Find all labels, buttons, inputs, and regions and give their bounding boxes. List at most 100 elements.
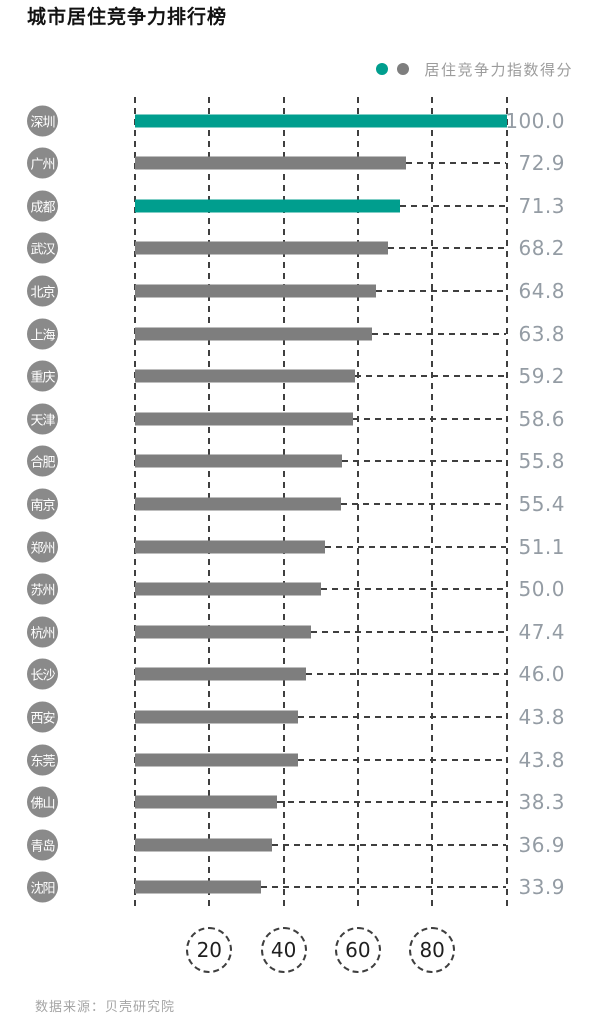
chart-row: 合肥 55.8 bbox=[0, 440, 600, 483]
value-bar bbox=[135, 795, 278, 809]
chart-row: 深圳 100.0 bbox=[0, 99, 600, 142]
city-label: 郑州 bbox=[30, 541, 55, 557]
guide-dash-line bbox=[342, 460, 507, 463]
guide-dash-line bbox=[372, 332, 507, 335]
city-label: 杭州 bbox=[30, 626, 55, 642]
chart-row: 上海 63.8 bbox=[0, 312, 600, 355]
value-label: 68.2 bbox=[518, 236, 565, 261]
value-bar bbox=[135, 667, 306, 681]
value-bar bbox=[135, 497, 341, 511]
axis-tick-label: 80 bbox=[419, 938, 445, 962]
axis-tick-label: 60 bbox=[345, 938, 371, 962]
axis-tick-circle: 40 bbox=[260, 927, 307, 973]
chart-row: 苏州 50.0 bbox=[0, 568, 600, 611]
value-bar bbox=[135, 753, 298, 767]
city-badge: 佛山 bbox=[27, 786, 58, 818]
city-label: 佛山 bbox=[30, 796, 55, 812]
city-label: 天津 bbox=[30, 413, 55, 429]
value-bar bbox=[135, 540, 325, 554]
legend-highlight-dot-icon bbox=[376, 63, 389, 75]
city-label: 苏州 bbox=[30, 583, 55, 599]
value-label: 50.0 bbox=[518, 577, 565, 602]
value-bar bbox=[135, 625, 312, 639]
city-badge: 北京 bbox=[27, 275, 58, 307]
guide-dash-line bbox=[311, 630, 507, 633]
value-label: 43.8 bbox=[518, 747, 565, 772]
city-label: 深圳 bbox=[30, 115, 55, 131]
city-label: 北京 bbox=[30, 285, 55, 301]
guide-dash-line bbox=[352, 417, 507, 420]
chart-row: 武汉 68.2 bbox=[0, 227, 600, 270]
value-bar bbox=[135, 880, 261, 894]
city-label: 广州 bbox=[30, 157, 55, 173]
value-bar bbox=[135, 454, 343, 468]
guide-dash-line bbox=[277, 801, 507, 804]
guide-dash-line bbox=[399, 204, 507, 207]
value-bar bbox=[135, 284, 376, 298]
axis-tick-circle: 20 bbox=[186, 927, 233, 973]
value-label: 33.9 bbox=[518, 875, 565, 900]
city-label: 重庆 bbox=[30, 370, 55, 386]
gridline-dashed bbox=[505, 97, 508, 910]
city-label: 沈阳 bbox=[30, 881, 55, 897]
guide-dash-line bbox=[354, 375, 507, 378]
guide-dash-line bbox=[388, 247, 507, 250]
axis-tick-label: 40 bbox=[270, 938, 297, 962]
value-label: 55.8 bbox=[518, 449, 565, 474]
value-bar bbox=[135, 412, 353, 426]
guide-dash-line bbox=[297, 758, 507, 761]
value-bar bbox=[135, 369, 355, 383]
value-bar bbox=[135, 241, 389, 255]
city-badge: 武汉 bbox=[27, 232, 58, 264]
value-bar bbox=[135, 838, 273, 852]
value-bar bbox=[135, 710, 298, 724]
chart-row: 佛山 38.3 bbox=[0, 781, 600, 824]
guide-dash-line bbox=[324, 545, 507, 548]
city-badge: 沈阳 bbox=[27, 871, 58, 903]
city-badge: 深圳 bbox=[27, 105, 58, 137]
city-badge: 青岛 bbox=[27, 829, 58, 861]
city-badge: 东莞 bbox=[27, 744, 58, 776]
city-label: 成都 bbox=[30, 200, 55, 216]
guide-dash-line bbox=[340, 503, 507, 506]
legend: 居住竞争力指数得分 bbox=[376, 60, 573, 79]
value-bar bbox=[135, 114, 507, 128]
data-source: 数据来源：贝壳研究院 bbox=[35, 1000, 176, 1014]
city-label: 东莞 bbox=[30, 754, 55, 770]
city-label: 上海 bbox=[30, 328, 55, 344]
chart-row: 杭州 47.4 bbox=[0, 611, 600, 654]
chart-row: 成都 71.3 bbox=[0, 185, 600, 228]
value-label: 100.0 bbox=[505, 108, 565, 133]
value-bar bbox=[135, 156, 406, 170]
value-label: 59.2 bbox=[518, 364, 565, 389]
guide-dash-line bbox=[297, 716, 507, 719]
value-label: 71.3 bbox=[518, 193, 565, 218]
city-badge: 杭州 bbox=[27, 616, 58, 648]
city-label: 西安 bbox=[30, 711, 55, 727]
value-label: 63.8 bbox=[518, 321, 565, 346]
chart-row: 西安 43.8 bbox=[0, 696, 600, 739]
city-badge: 天津 bbox=[27, 403, 58, 435]
guide-dash-line bbox=[260, 886, 507, 889]
chart-row: 南京 55.4 bbox=[0, 483, 600, 526]
value-label: 55.4 bbox=[518, 492, 565, 517]
value-label: 47.4 bbox=[518, 619, 565, 644]
legend-normal-dot-icon bbox=[397, 63, 410, 75]
chart-row: 青岛 36.9 bbox=[0, 824, 600, 867]
value-label: 38.3 bbox=[518, 790, 565, 815]
city-badge: 广州 bbox=[27, 147, 58, 179]
chart-row: 天津 58.6 bbox=[0, 398, 600, 441]
value-bar bbox=[135, 327, 373, 341]
value-label: 51.1 bbox=[518, 534, 565, 559]
city-badge: 合肥 bbox=[27, 445, 58, 477]
city-badge: 南京 bbox=[27, 488, 58, 520]
value-label: 36.9 bbox=[518, 832, 565, 857]
city-badge: 重庆 bbox=[27, 360, 58, 392]
chart-title: 城市居住竞争力排行榜 bbox=[27, 6, 228, 28]
chart-row: 重庆 59.2 bbox=[0, 355, 600, 398]
city-label: 长沙 bbox=[30, 668, 55, 684]
city-label: 合肥 bbox=[30, 455, 55, 471]
